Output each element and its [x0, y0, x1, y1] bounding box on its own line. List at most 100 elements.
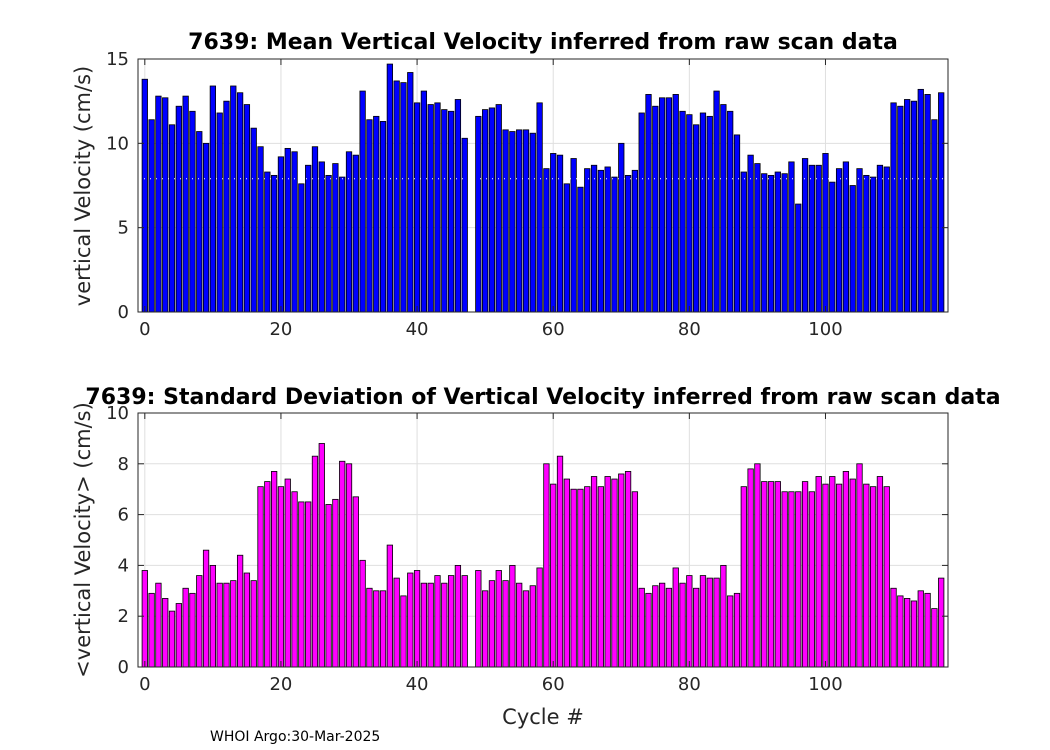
std-velocity-bar: [284, 478, 291, 668]
mean-velocity-bar: [141, 78, 148, 313]
std-velocity-bar: [400, 595, 407, 668]
mean-velocity-bar: [924, 94, 931, 313]
std-velocity-xtick-label: 100: [808, 674, 842, 695]
mean-velocity-bar: [781, 173, 788, 313]
mean-velocity-bar: [522, 129, 530, 313]
mean-velocity-bar: [359, 90, 366, 313]
mean-velocity-bar: [863, 174, 870, 313]
std-velocity-panel: 0 20 40 60 80 100 0 2 4 6 8 10 <vertical Velocity> …: [71, 385, 1001, 729]
mean-velocity-bar: [910, 100, 918, 313]
mean-velocity-title: 7639: Mean Vertical Velocity inferred fr…: [188, 30, 898, 55]
std-velocity-bar: [883, 486, 890, 668]
mean-velocity-bar: [386, 63, 393, 313]
std-velocity-bar: [910, 600, 918, 668]
std-velocity-bar: [924, 592, 931, 668]
mean-velocity-bar: [482, 109, 489, 313]
mean-velocity-bar: [196, 131, 203, 313]
std-velocity-bar: [822, 483, 829, 668]
std-velocity-bar: [529, 585, 536, 668]
mean-velocity-bars: [141, 63, 945, 313]
std-velocity-bar: [543, 463, 550, 668]
std-velocity-bar: [835, 483, 843, 668]
mean-velocity-bar: [570, 158, 577, 313]
mean-velocity-bar: [679, 110, 686, 313]
std-velocity-bar: [801, 481, 809, 668]
mean-velocity-bar: [652, 105, 659, 313]
mean-velocity-bar: [447, 110, 455, 313]
mean-velocity-bar: [475, 115, 482, 313]
std-velocity-bar: [931, 608, 938, 668]
std-velocity-bar: [590, 476, 598, 668]
std-velocity-bar: [168, 610, 176, 668]
mean-velocity-bar: [189, 110, 196, 313]
std-velocity-bar: [767, 481, 775, 668]
mean-velocity-bar: [611, 176, 618, 313]
std-velocity-xtick-label: 20: [269, 674, 292, 695]
std-velocity-bar: [727, 595, 734, 668]
mean-velocity-bar: [223, 100, 230, 313]
mean-velocity-bar: [420, 90, 428, 313]
mean-velocity-bar: [618, 142, 625, 313]
mean-velocity-xtick-label: 100: [808, 319, 842, 340]
mean-velocity-xtick-label: 40: [406, 319, 429, 340]
mean-velocity-bar: [148, 119, 155, 313]
std-velocity-bar: [808, 491, 815, 668]
mean-velocity-bar: [597, 169, 604, 313]
std-velocity-xtick-label: 60: [542, 674, 565, 695]
mean-velocity-ytick-label: 15: [106, 49, 129, 70]
std-velocity-bar: [665, 587, 673, 668]
std-velocity-bar: [223, 582, 230, 668]
mean-velocity-bar: [849, 185, 856, 313]
std-velocity-xtick-label: 80: [678, 674, 701, 695]
mean-velocity-bar: [624, 174, 632, 313]
std-velocity-bar: [577, 488, 584, 668]
std-velocity-bar: [570, 488, 577, 668]
mean-velocity-bar: [168, 124, 176, 313]
mean-velocity-bar: [856, 168, 863, 313]
mean-velocity-bar: [658, 97, 666, 313]
std-velocity-bar: [795, 491, 802, 668]
std-velocity-bar: [182, 587, 189, 668]
mean-velocity-bar: [604, 166, 611, 313]
std-velocity-bar: [611, 478, 618, 668]
mean-velocity-bar: [713, 90, 720, 313]
mean-velocity-bar: [243, 104, 251, 313]
mean-velocity-bar: [842, 161, 850, 313]
std-velocity-bar: [624, 471, 632, 668]
mean-velocity-bar: [917, 88, 924, 313]
std-velocity-bar: [563, 478, 570, 668]
mean-velocity-bar: [761, 173, 768, 313]
std-velocity-bar: [754, 463, 761, 668]
mean-velocity-bar: [434, 102, 441, 313]
mean-velocity-bar: [808, 164, 815, 313]
mean-velocity-bar: [236, 92, 244, 313]
std-velocity-bar: [352, 496, 359, 668]
mean-velocity-bar: [835, 168, 843, 313]
mean-velocity-bar: [461, 137, 468, 313]
std-velocity-bar: [917, 590, 924, 668]
std-velocity-bar: [829, 476, 836, 668]
std-velocity-bar: [863, 483, 870, 668]
std-velocity-bar: [366, 587, 373, 668]
mean-velocity-bar: [495, 104, 502, 313]
std-velocity-bar: [550, 483, 557, 668]
std-velocity-bar: [740, 486, 747, 668]
mean-velocity-bar: [638, 112, 645, 313]
std-velocity-bar: [202, 549, 210, 668]
std-velocity-bar: [209, 565, 216, 668]
std-velocity-bar: [454, 565, 462, 668]
mean-velocity-bar: [305, 164, 312, 313]
mean-velocity-bar: [876, 164, 884, 313]
mean-velocity-bar: [815, 164, 822, 313]
mean-velocity-bar: [686, 114, 693, 313]
std-velocity-bar: [141, 570, 148, 668]
std-velocity-bar: [672, 567, 679, 668]
mean-velocity-xtick-label: 0: [139, 319, 150, 340]
std-velocity-bar: [897, 595, 904, 668]
std-velocity-bar: [890, 587, 897, 668]
std-velocity-xtick-label: 0: [139, 674, 150, 695]
std-velocity-bar: [856, 463, 863, 668]
std-velocity-bar: [318, 443, 325, 668]
std-velocity-ytick-label: 0: [118, 657, 129, 678]
